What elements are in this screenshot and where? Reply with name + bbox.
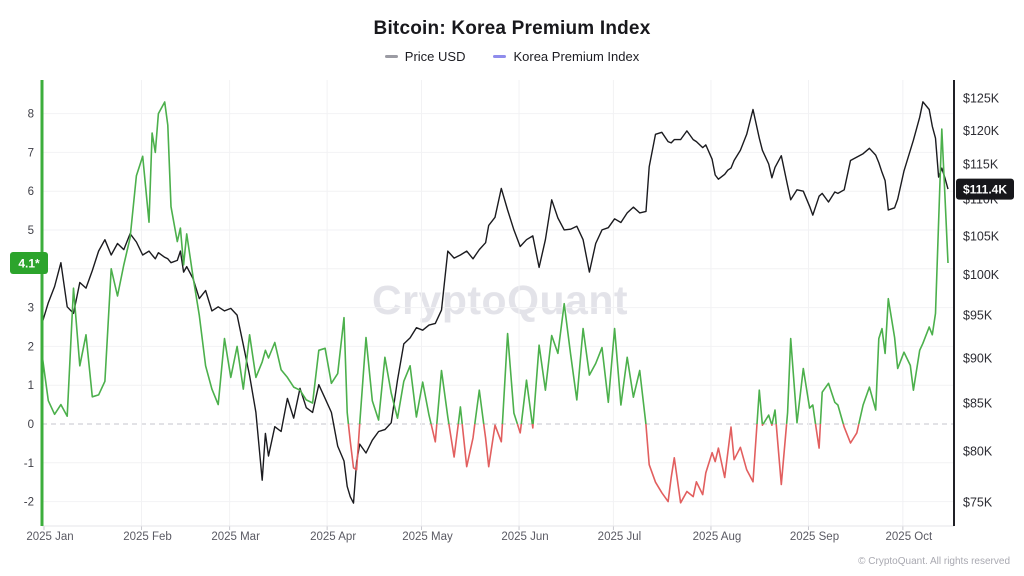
right-axis-tick-label: $120K: [963, 124, 1000, 138]
left-axis-tick-label: 6: [28, 186, 34, 198]
right-axis-tick-label: $95K: [963, 309, 993, 323]
right-axis-tick-label: $80K: [963, 445, 993, 459]
premium-last-value-text: 4.1*: [18, 256, 40, 270]
right-axis-tick-label: $105K: [963, 229, 1000, 243]
x-axis-label: 2025 Apr: [310, 531, 356, 543]
korea-premium-line-positive: [41, 101, 949, 425]
legend: Price USD Korea Premium Index: [0, 49, 1024, 64]
left-axis-tick-label: 7: [28, 147, 34, 159]
price-last-value-text: $111.4K: [963, 183, 1007, 197]
left-axis-tick-label: 8: [28, 109, 34, 121]
copyright-notice: © CryptoQuant. All rights reserved: [858, 556, 1010, 567]
korea-premium-line-negative: [347, 423, 860, 504]
x-axis-label: 2025 May: [402, 531, 453, 543]
legend-label: Price USD: [404, 49, 466, 64]
left-axis-tick-label: 3: [28, 303, 34, 315]
right-axis-tick-label: $115K: [963, 157, 999, 171]
left-axis-tick-label: -2: [24, 497, 34, 509]
price-usd-line: [41, 101, 949, 504]
x-axis-label: 2025 Jan: [26, 531, 73, 543]
left-axis-tick-label: 1: [28, 380, 34, 392]
price-last-value-badge: [956, 178, 1014, 200]
x-axis-label: 2025 Jul: [598, 531, 641, 543]
chart-title: Bitcoin: Korea Premium Index: [373, 18, 651, 39]
right-axis-tick-label: $90K: [963, 351, 993, 365]
x-axis-label: 2025 Oct: [886, 531, 933, 543]
premium-last-value-badge: [10, 251, 48, 274]
right-axis-tick-label: $125K: [963, 92, 1000, 106]
left-axis-tick-label: 0: [28, 419, 34, 431]
x-axis-label: 2025 Jun: [501, 531, 548, 543]
x-axis-label: 2025 Sep: [790, 531, 839, 543]
legend-item-korea-premium[interactable]: Korea Premium Index: [493, 49, 639, 64]
left-axis-tick-label: 5: [28, 225, 34, 237]
right-axis-tick-label: $75K: [963, 496, 993, 510]
legend-item-price-usd[interactable]: Price USD: [384, 49, 466, 64]
x-axis-label: 2025 Aug: [693, 531, 742, 543]
price-usd-dash-icon: [384, 55, 398, 58]
left-axis-tick-label: -1: [24, 458, 34, 470]
right-axis-tick-label: $85K: [963, 397, 993, 411]
legend-label: Korea Premium Index: [513, 49, 640, 64]
korea-premium-dash-icon: [493, 55, 507, 58]
left-axis-tick-label: 2: [28, 341, 34, 353]
x-axis-label: 2025 Feb: [123, 531, 172, 543]
x-axis-label: 2025 Mar: [211, 531, 260, 543]
right-axis-tick-label: $100K: [963, 268, 1000, 282]
